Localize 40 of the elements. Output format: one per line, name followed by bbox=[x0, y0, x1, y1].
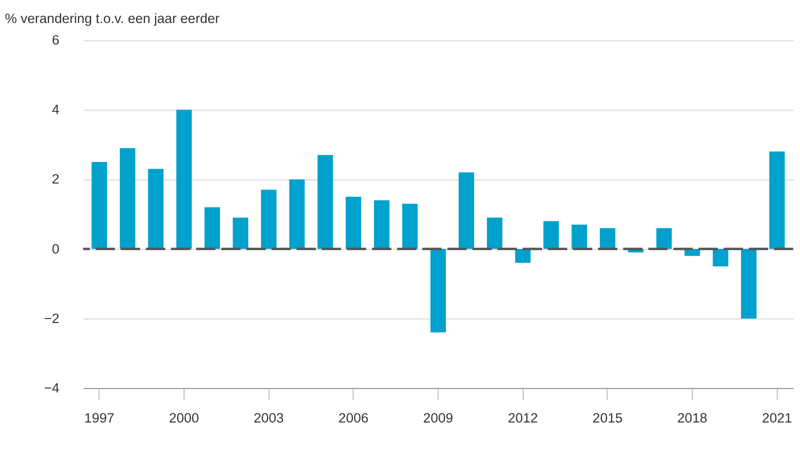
bar bbox=[92, 162, 108, 249]
bar bbox=[176, 110, 192, 249]
bar bbox=[430, 248, 446, 332]
bar bbox=[741, 248, 756, 318]
y-axis-title: % verandering t.o.v. een jaar eerder bbox=[4, 10, 220, 26]
y-tick-label: 0 bbox=[52, 241, 60, 256]
x-tick-label: 2015 bbox=[592, 410, 623, 426]
x-tick-label: 2003 bbox=[254, 410, 284, 426]
bar bbox=[458, 172, 474, 249]
x-tick-label: 2006 bbox=[338, 410, 368, 426]
x-tick-label: 2021 bbox=[762, 410, 792, 426]
bar bbox=[684, 248, 700, 256]
bar bbox=[543, 221, 559, 249]
x-tick-label: 1997 bbox=[84, 410, 114, 426]
y-tick-label: −2 bbox=[44, 310, 60, 326]
y-tick-label: 4 bbox=[52, 102, 60, 118]
bar bbox=[712, 248, 728, 266]
bar bbox=[769, 152, 785, 249]
bar bbox=[317, 155, 333, 249]
bar bbox=[374, 200, 390, 249]
bar bbox=[346, 196, 362, 249]
x-tick-label: 2009 bbox=[423, 410, 454, 426]
x-tick-label: 2000 bbox=[169, 410, 200, 426]
bar bbox=[515, 248, 531, 263]
bar bbox=[486, 218, 502, 249]
bar bbox=[289, 179, 305, 249]
bar bbox=[148, 168, 164, 249]
y-tick-label: 2 bbox=[52, 172, 60, 187]
bar bbox=[656, 228, 672, 249]
y-tick-label: 6 bbox=[52, 32, 60, 48]
bar bbox=[232, 218, 248, 249]
bar bbox=[120, 148, 136, 249]
bar bbox=[402, 204, 418, 249]
x-tick-label: 2018 bbox=[677, 410, 708, 426]
bar bbox=[204, 207, 220, 249]
bar bbox=[261, 190, 276, 249]
y-tick-label: −4 bbox=[44, 380, 60, 396]
bar bbox=[572, 224, 588, 249]
bar bbox=[600, 228, 616, 249]
x-tick-label: 2012 bbox=[508, 410, 538, 426]
